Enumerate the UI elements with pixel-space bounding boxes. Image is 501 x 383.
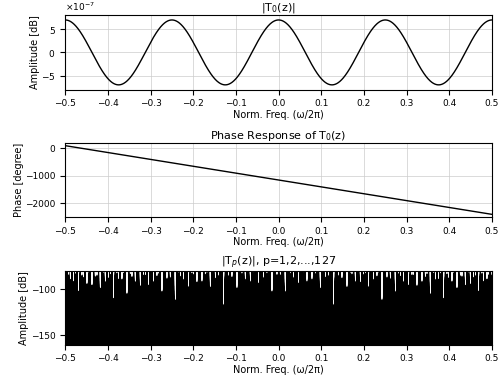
X-axis label: Norm. Freq. (ω/2π): Norm. Freq. (ω/2π) [233, 365, 323, 375]
Y-axis label: Phase [degree]: Phase [degree] [14, 143, 24, 217]
X-axis label: Norm. Freq. (ω/2π): Norm. Freq. (ω/2π) [233, 237, 323, 247]
Title: Phase Response of T$_0$(z): Phase Response of T$_0$(z) [210, 129, 346, 143]
X-axis label: Norm. Freq. (ω/2π): Norm. Freq. (ω/2π) [233, 110, 323, 119]
Y-axis label: Amplitude [dB]: Amplitude [dB] [20, 271, 30, 345]
Title: |T$_p$(z)|, p=1,2,...,127: |T$_p$(z)|, p=1,2,...,127 [220, 254, 336, 270]
Y-axis label: Amplitude [dB]: Amplitude [dB] [30, 15, 40, 89]
Title: |T$_0$(z)|: |T$_0$(z)| [261, 1, 296, 15]
